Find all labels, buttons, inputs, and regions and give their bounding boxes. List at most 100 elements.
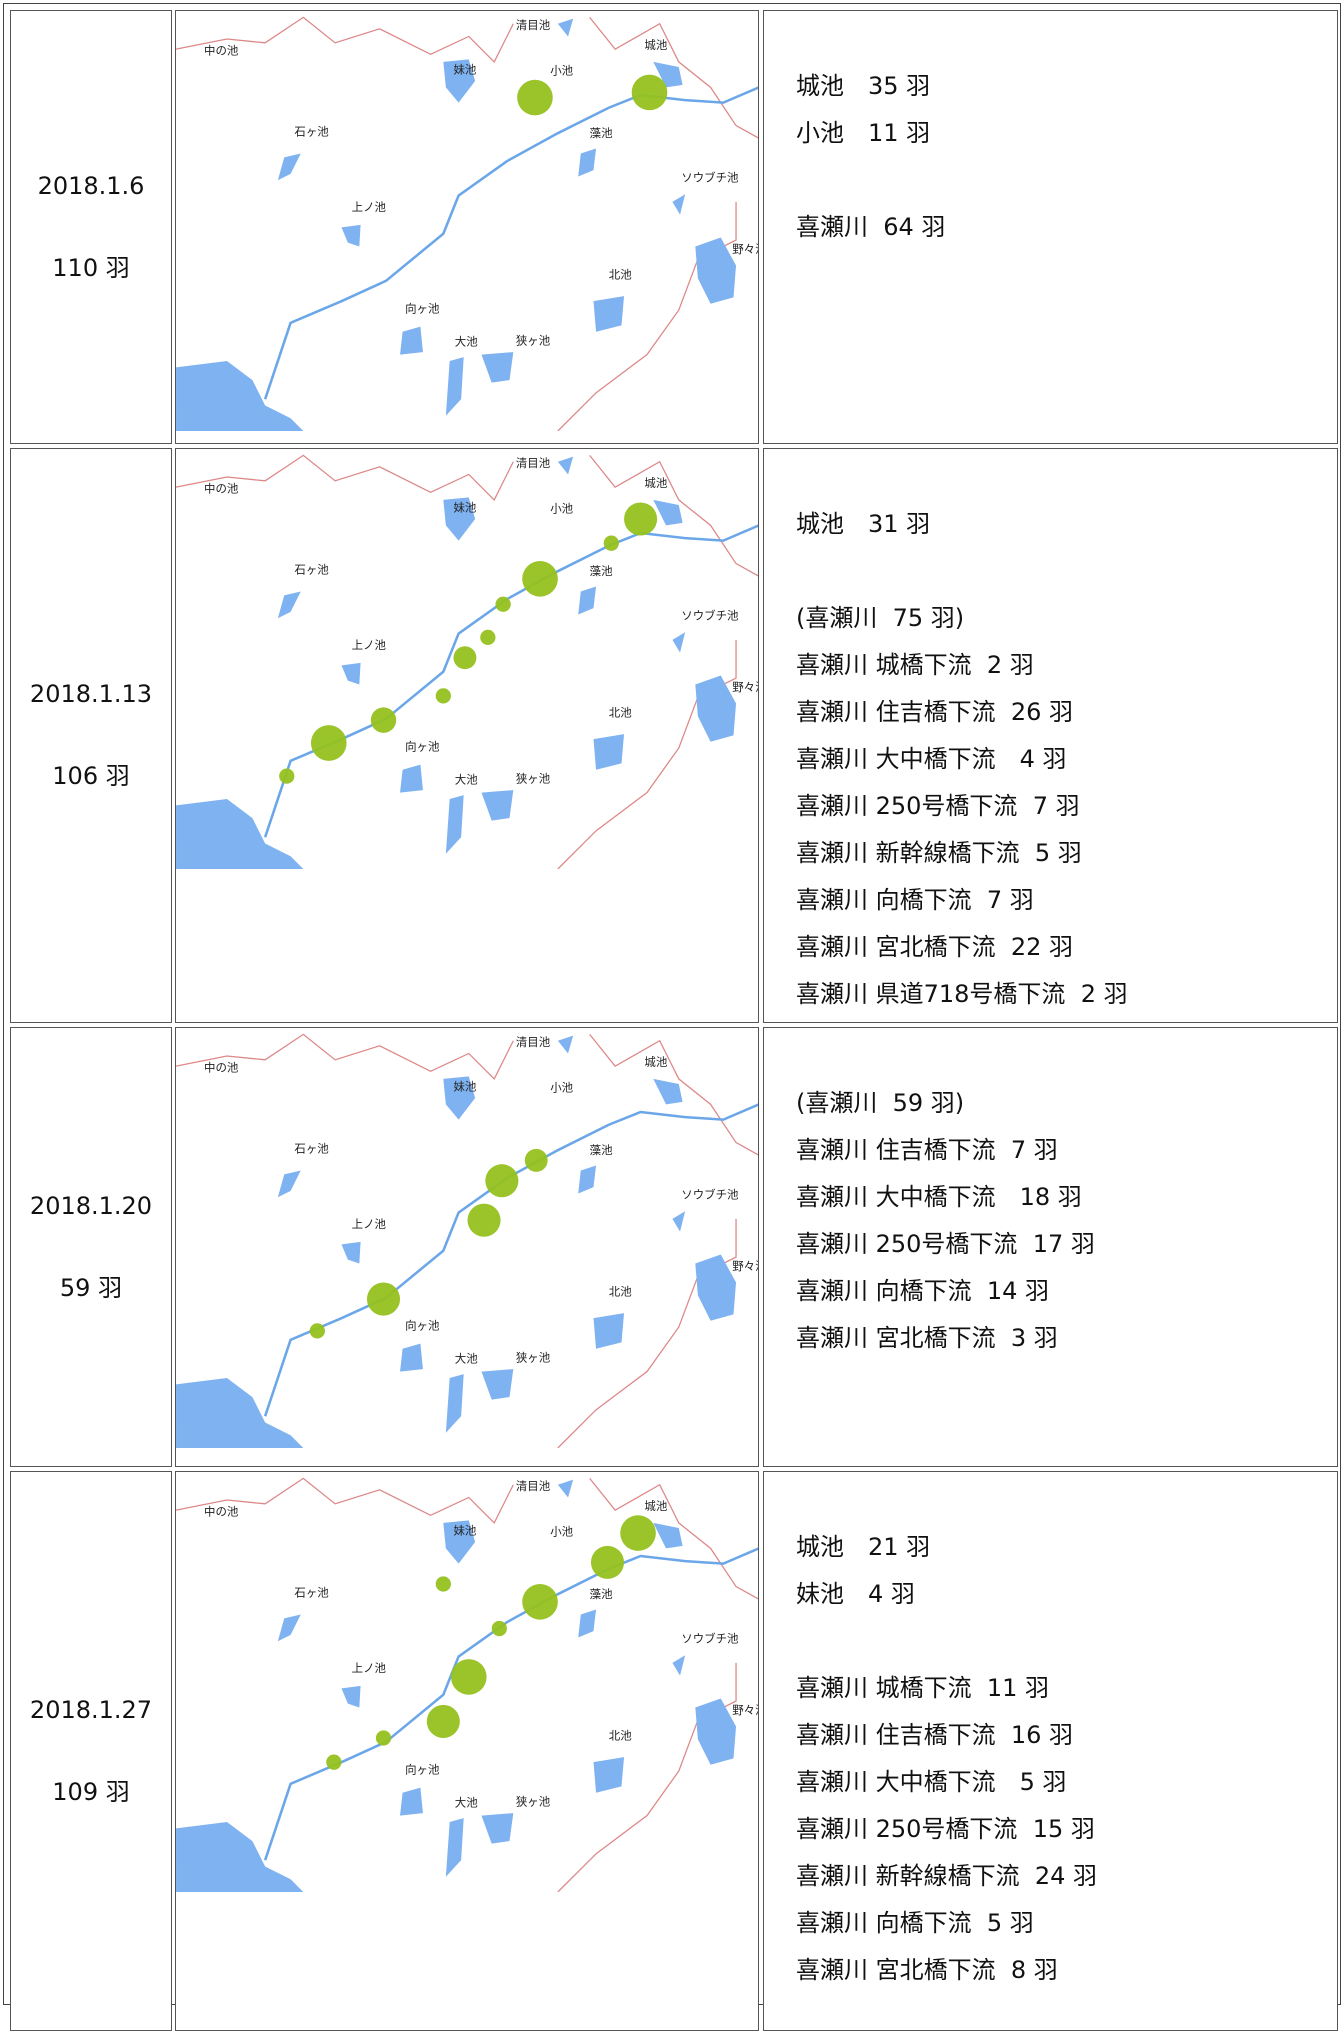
pond (557, 18, 574, 37)
map-label: 大池 (455, 773, 478, 787)
map-label: 大池 (455, 335, 478, 349)
pond (653, 499, 683, 526)
count-group: 喜瀬川 城橋下流 11 羽喜瀬川 住吉橋下流 16 羽喜瀬川 大中橋下流 5 羽… (796, 1665, 1337, 1994)
count-line: 妹池 4 羽 (796, 1580, 915, 1608)
total: 109 羽 (52, 1777, 130, 1806)
sighting-marker (467, 1203, 501, 1237)
count-line: 喜瀬川 城橋下流 11 羽 (796, 1674, 1050, 1702)
map-label: 小池 (550, 1525, 573, 1539)
count-line: 喜瀬川 250号橋下流 15 羽 (796, 1815, 1095, 1843)
date: 2018.1.6 (37, 171, 145, 200)
date: 2018.1.20 (29, 1191, 153, 1220)
map-label: ソウブチ池 (681, 1188, 739, 1202)
pond (578, 1165, 597, 1194)
map-label: 小池 (550, 502, 573, 516)
sighting-marker (522, 1584, 558, 1620)
sighting-marker (517, 79, 553, 116)
map-label: 妹池 (454, 500, 477, 514)
pond (481, 1369, 514, 1400)
count-cell: (喜瀬川 59 羽) 喜瀬川 住吉橋下流 7 羽喜瀬川 大中橋下流 18 羽喜瀬川… (763, 1027, 1338, 1467)
map-label: 藻池 (590, 126, 613, 140)
pond (593, 734, 625, 770)
sighting-marker (485, 1164, 519, 1198)
sighting-marker (310, 725, 347, 761)
map-label: 石ヶ池 (294, 1586, 329, 1600)
map-label: ソウブチ池 (681, 609, 739, 623)
pond (445, 1374, 464, 1433)
map-label: 向ヶ池 (405, 740, 440, 754)
count-line: 喜瀬川 大中橋下流 4 羽 (796, 745, 1067, 773)
count-group: (喜瀬川 75 羽) 喜瀬川 城橋下流 2 羽喜瀬川 住吉橋下流 26 羽喜瀬川 … (796, 595, 1337, 1018)
pond (443, 497, 476, 541)
total: 106 羽 (52, 762, 130, 790)
sighting-marker (326, 1754, 342, 1770)
pond (672, 194, 686, 215)
sighting-marker (603, 535, 619, 551)
map-label: 清目池 (516, 1479, 551, 1493)
map-label: 中の池 (204, 43, 239, 57)
map-label: 野々池 (732, 1703, 759, 1717)
map-label: 妹池 (454, 1079, 477, 1093)
map-label: 清目池 (516, 18, 551, 32)
count-line: (喜瀬川 59 羽) (796, 1089, 965, 1117)
sighting-marker (309, 1323, 325, 1339)
map-label: 上ノ池 (352, 1217, 387, 1231)
count-line: 喜瀬川 250号橋下流 7 羽 (796, 792, 1080, 820)
count-group: 喜瀬川 64 羽 (796, 204, 1337, 251)
map-label: 狭ヶ池 (516, 1794, 551, 1808)
count-line: 喜瀬川 宮北橋下流 3 羽 (796, 1324, 1058, 1352)
count-cell: 城池 31 羽 (喜瀬川 75 羽) 喜瀬川 城橋下流 2 羽喜瀬川 住吉橋下流 2… (763, 448, 1338, 1023)
pond (593, 1313, 625, 1349)
pond (653, 61, 683, 88)
count-cell: 城池 21 羽妹池 4 羽喜瀬川 城橋下流 11 羽喜瀬川 住吉橋下流 16 羽… (763, 1471, 1338, 2031)
pond (695, 1254, 737, 1321)
map-label: 北池 (609, 1728, 632, 1742)
map-label: 中の池 (204, 481, 239, 495)
count-line: 喜瀬川 新幹線橋下流 5 羽 (796, 839, 1082, 867)
count-line: 喜瀬川 向橋下流 5 羽 (796, 1909, 1034, 1937)
pond (557, 456, 574, 475)
pond (277, 1170, 301, 1198)
map-label: 清目池 (516, 1035, 551, 1049)
map-label: 上ノ池 (352, 200, 387, 214)
pond (593, 1757, 625, 1793)
pond (578, 1609, 597, 1638)
pond (341, 224, 361, 247)
boundary (589, 16, 758, 139)
map-label: 小池 (550, 1081, 573, 1095)
map-label: 城池 (644, 38, 667, 52)
map-label: 小池 (550, 64, 573, 78)
date-cell: 2018.1.27 109 羽 (10, 1471, 172, 2031)
map-label: 大池 (455, 1796, 478, 1810)
map-label: 狭ヶ池 (516, 333, 551, 347)
pond (176, 799, 304, 869)
pond (341, 1241, 361, 1264)
sighting-marker (524, 1148, 548, 1172)
map-label: 藻池 (590, 1143, 613, 1157)
count-line: 喜瀬川 大中橋下流 5 羽 (796, 1768, 1067, 1796)
pond (593, 296, 625, 332)
count-line: 城池 35 羽 (796, 72, 931, 100)
pond (481, 790, 514, 821)
date: 2018.1.27 (29, 1695, 153, 1724)
count-line: 喜瀬川 宮北橋下流 22 羽 (796, 933, 1074, 961)
map-label: 城池 (644, 476, 667, 490)
sighting-marker (480, 629, 496, 645)
map-label: 妹池 (454, 1523, 477, 1537)
pond (653, 1078, 683, 1105)
pond (176, 361, 304, 431)
map-label: 狭ヶ池 (516, 771, 551, 785)
count-line: 城池 31 羽 (796, 510, 931, 538)
count-line: 喜瀬川 宮北橋下流 8 羽 (796, 1956, 1058, 1984)
map-label: 上ノ池 (352, 638, 387, 652)
sighting-marker (453, 646, 477, 670)
map-label: 上ノ池 (352, 1661, 387, 1675)
pond (400, 1787, 423, 1816)
sighting-marker (491, 1620, 507, 1637)
map-label: 藻池 (590, 564, 613, 578)
